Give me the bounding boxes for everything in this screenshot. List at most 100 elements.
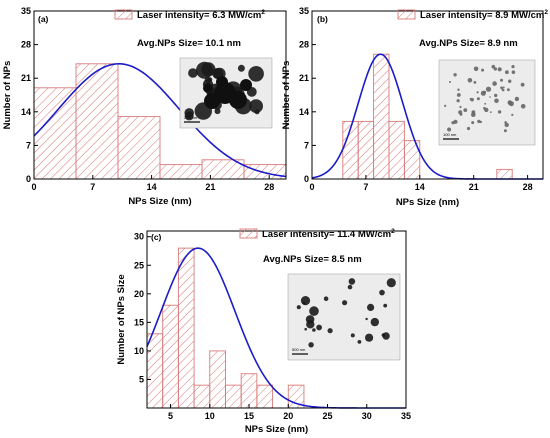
legend-superscript: 2 — [261, 9, 265, 16]
panel-label: (a) — [38, 14, 49, 24]
y-tick-label: 21 — [299, 73, 309, 83]
nanoparticle — [497, 67, 502, 72]
legend: Laser intensity= 8.9 MW/cm2 — [397, 9, 548, 21]
nanoparticle — [483, 106, 486, 110]
nanoparticle — [511, 65, 515, 69]
histogram-bar — [159, 164, 203, 180]
x-tick-label: 21 — [469, 182, 479, 192]
y-tick-label: 0 — [304, 174, 309, 184]
nanoparticle — [502, 86, 505, 89]
x-tick-label: 0 — [31, 182, 36, 192]
x-tick-label: 10 — [205, 411, 215, 421]
nanoparticle — [508, 79, 512, 83]
legend-swatch — [239, 228, 258, 239]
x-tick-label: 25 — [323, 411, 333, 421]
nanoparticle — [240, 79, 252, 91]
nanoparticle — [456, 99, 460, 103]
nanoparticle — [350, 333, 355, 338]
nanoparticle — [386, 278, 396, 288]
nanoparticle — [451, 121, 455, 125]
nanoparticle — [476, 97, 480, 101]
nanoparticle — [511, 113, 514, 116]
nanoparticle — [471, 121, 475, 125]
histogram-bar — [117, 116, 161, 180]
histogram-bar — [357, 120, 375, 180]
nanoparticle — [481, 68, 485, 72]
x-axis-label: NPs Size (nm) — [245, 424, 308, 435]
nanoparticle — [494, 98, 499, 104]
x-tick-label: 28 — [523, 182, 533, 192]
nanoparticle — [489, 96, 491, 98]
nanoparticle — [484, 102, 487, 105]
scale-bar-label: 100 nm — [443, 132, 457, 137]
nanoparticle — [347, 284, 353, 290]
nanoparticle — [463, 108, 468, 112]
nanoparticle — [511, 70, 516, 74]
tem-micrograph-icon: 500 nm — [287, 273, 401, 361]
nanoparticle — [456, 93, 461, 97]
y-tick-label: 20 — [134, 289, 144, 299]
nanoparticle — [342, 300, 348, 306]
nanoparticle — [492, 81, 497, 86]
nanoparticle — [500, 86, 503, 90]
nanoparticle — [483, 90, 487, 94]
nanoparticle — [497, 110, 502, 114]
x-tick-label: 15 — [244, 411, 254, 421]
avg-size-annotation: Avg.NPs Size= 10.1 nm — [137, 38, 241, 49]
y-tick-label: 35 — [21, 6, 31, 16]
y-axis-label: Number of NPs Size — [116, 274, 127, 364]
nanoparticle — [520, 82, 525, 87]
nanoparticle — [308, 342, 314, 348]
y-tick-label: 5 — [139, 374, 144, 384]
y-tick-label: 21 — [21, 73, 31, 83]
panel-label: (c) — [151, 232, 162, 242]
legend-label: Laser intensity= 8.9 MW/cm2 — [420, 9, 548, 21]
nanoparticle — [520, 104, 526, 109]
histogram-bar — [75, 63, 119, 180]
nanoparticle — [459, 105, 462, 109]
nanoparticle — [296, 305, 301, 310]
scale-bar-label: 500 nm — [292, 347, 306, 352]
nanoparticle — [508, 101, 514, 107]
gaussian-fit-curve — [33, 62, 287, 178]
nanoparticle — [249, 99, 263, 113]
nanoparticle — [457, 88, 460, 91]
tem-micrograph-icon: 200 nm — [179, 57, 273, 129]
nanoparticle — [237, 64, 245, 72]
histogram-bar — [373, 53, 390, 180]
legend-superscript: 2 — [544, 9, 548, 16]
y-tick-label: 7 — [304, 140, 309, 150]
histogram-bar — [209, 350, 226, 409]
nanoparticle — [204, 93, 220, 109]
plot-frame — [146, 230, 407, 409]
x-tick-label: 0 — [309, 182, 314, 192]
x-tick-label: 5 — [168, 411, 173, 421]
x-tick-label: 30 — [362, 411, 372, 421]
nanoparticle — [505, 70, 509, 75]
nanoparticle — [365, 317, 368, 321]
nanoparticle — [444, 104, 447, 107]
nanoparticle — [500, 78, 503, 82]
tem-micrograph-icon: 100 nm — [438, 59, 536, 146]
histogram-bar — [193, 384, 211, 409]
nanoparticle — [467, 78, 473, 83]
nanoparticle — [458, 110, 463, 115]
y-tick-label: 14 — [299, 107, 309, 117]
nanoparticle — [203, 83, 213, 93]
nanoparticle — [306, 320, 315, 329]
panel-c: 500 nm 5 10 15 20 25 30 35 5 10 15 20 25 30 NPs Size (… — [116, 228, 411, 435]
x-tick-label: 7 — [90, 182, 95, 192]
nanoparticle — [216, 76, 228, 88]
y-tick-label: 35 — [299, 6, 309, 16]
nanoparticle — [367, 303, 375, 311]
nanoparticle — [381, 333, 386, 337]
nanoparticle — [348, 278, 356, 285]
nanoparticle — [302, 301, 306, 305]
panel-a: 200 nm 0 7 14 21 28 0 7 14 21 28 35 NPs Size (nm) Num… — [2, 6, 287, 207]
nanoparticle — [491, 64, 496, 69]
legend-swatch — [114, 9, 133, 20]
histogram-bar — [388, 120, 405, 180]
histogram-bar — [33, 87, 77, 180]
nanoparticle — [300, 296, 311, 306]
plot-frame — [33, 10, 287, 180]
